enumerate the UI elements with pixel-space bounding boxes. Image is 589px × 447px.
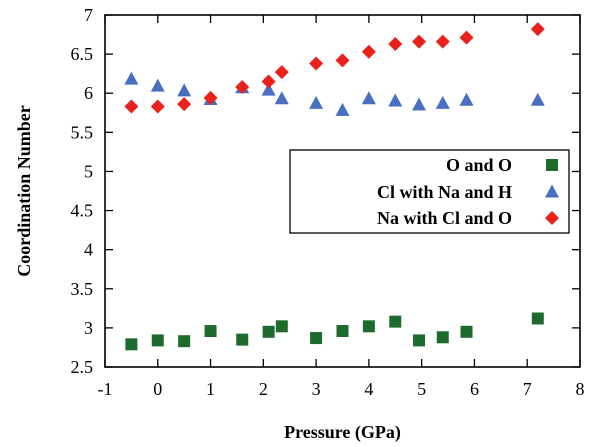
- data-point-series-1: [336, 325, 349, 338]
- legend-box: [289, 149, 570, 234]
- data-point-series-2: [530, 92, 545, 106]
- legend-label: Cl with Na and H: [377, 182, 512, 202]
- data-point-series-1: [389, 315, 402, 328]
- x-tick-label: 1: [206, 379, 215, 399]
- y-axis-title: Coordination Number: [14, 105, 34, 277]
- data-point-series-3: [309, 56, 324, 71]
- x-tick-label: 7: [523, 379, 532, 399]
- x-tick-label: 2: [259, 379, 268, 399]
- data-point-series-3: [435, 34, 450, 49]
- y-tick-label: 5.5: [71, 122, 94, 142]
- data-point-series-2: [459, 92, 474, 106]
- data-point-series-3: [412, 34, 427, 49]
- data-point-series-3: [124, 99, 139, 114]
- x-tick-label: 3: [312, 379, 321, 399]
- x-tick-label: -1: [98, 379, 113, 399]
- data-point-series-2: [335, 102, 350, 116]
- data-point-series-3: [361, 44, 376, 59]
- data-point-series-1: [460, 325, 473, 338]
- legend-marker-series-2: [545, 184, 559, 198]
- data-point-series-1: [275, 320, 288, 333]
- data-point-series-2: [274, 91, 289, 105]
- data-point-series-1: [125, 338, 138, 351]
- legend-marker-series-3: [545, 211, 559, 225]
- x-tick-label: 6: [470, 379, 479, 399]
- data-point-series-1: [262, 325, 275, 338]
- data-point-series-3: [177, 97, 192, 112]
- data-point-series-3: [388, 36, 403, 51]
- data-point-series-3: [530, 22, 545, 37]
- x-axis-title: Pressure (GPa): [284, 422, 401, 443]
- data-point-series-3: [459, 30, 474, 45]
- y-tick-label: 2.5: [71, 357, 94, 377]
- data-point-series-2: [412, 97, 427, 111]
- y-tick-label: 4.5: [71, 201, 94, 221]
- data-point-series-2: [435, 95, 450, 109]
- y-tick-label: 6: [84, 83, 93, 103]
- data-point-series-2: [177, 83, 192, 97]
- data-point-series-1: [151, 334, 164, 347]
- data-point-series-2: [124, 71, 139, 85]
- data-point-series-3: [335, 53, 350, 68]
- data-point-series-1: [178, 335, 191, 348]
- data-point-series-3: [261, 74, 276, 89]
- data-point-series-3: [203, 90, 218, 105]
- data-point-series-1: [362, 320, 375, 333]
- y-tick-label: 5: [84, 161, 93, 181]
- data-point-series-3: [150, 99, 165, 114]
- y-tick-label: 7: [84, 5, 93, 25]
- y-tick-label: 3: [84, 318, 93, 338]
- data-point-series-2: [261, 82, 276, 96]
- y-tick-label: 6.5: [71, 44, 94, 64]
- legend-label: Na with Cl and O: [377, 208, 512, 228]
- data-point-series-1: [436, 331, 449, 344]
- data-point-series-3: [235, 79, 250, 94]
- y-tick-label: 4: [84, 240, 93, 260]
- plot-frame: [104, 14, 581, 368]
- legend-marker-series-1: [546, 159, 558, 171]
- data-point-series-3: [274, 65, 289, 80]
- data-point-series-1: [413, 334, 426, 347]
- x-tick-label: 0: [153, 379, 162, 399]
- x-tick-label: 8: [576, 379, 585, 399]
- data-point-series-2: [388, 93, 403, 107]
- x-tick-label: 5: [417, 379, 426, 399]
- data-point-series-1: [236, 333, 249, 346]
- data-point-series-1: [204, 325, 217, 338]
- legend-label: O and O: [446, 155, 512, 175]
- data-point-series-1: [531, 312, 544, 325]
- data-point-series-2: [309, 95, 324, 109]
- data-point-series-2: [150, 78, 165, 92]
- data-point-series-1: [310, 332, 323, 345]
- y-tick-label: 3.5: [71, 279, 94, 299]
- x-tick-label: 4: [364, 379, 373, 399]
- data-point-series-2: [361, 91, 376, 105]
